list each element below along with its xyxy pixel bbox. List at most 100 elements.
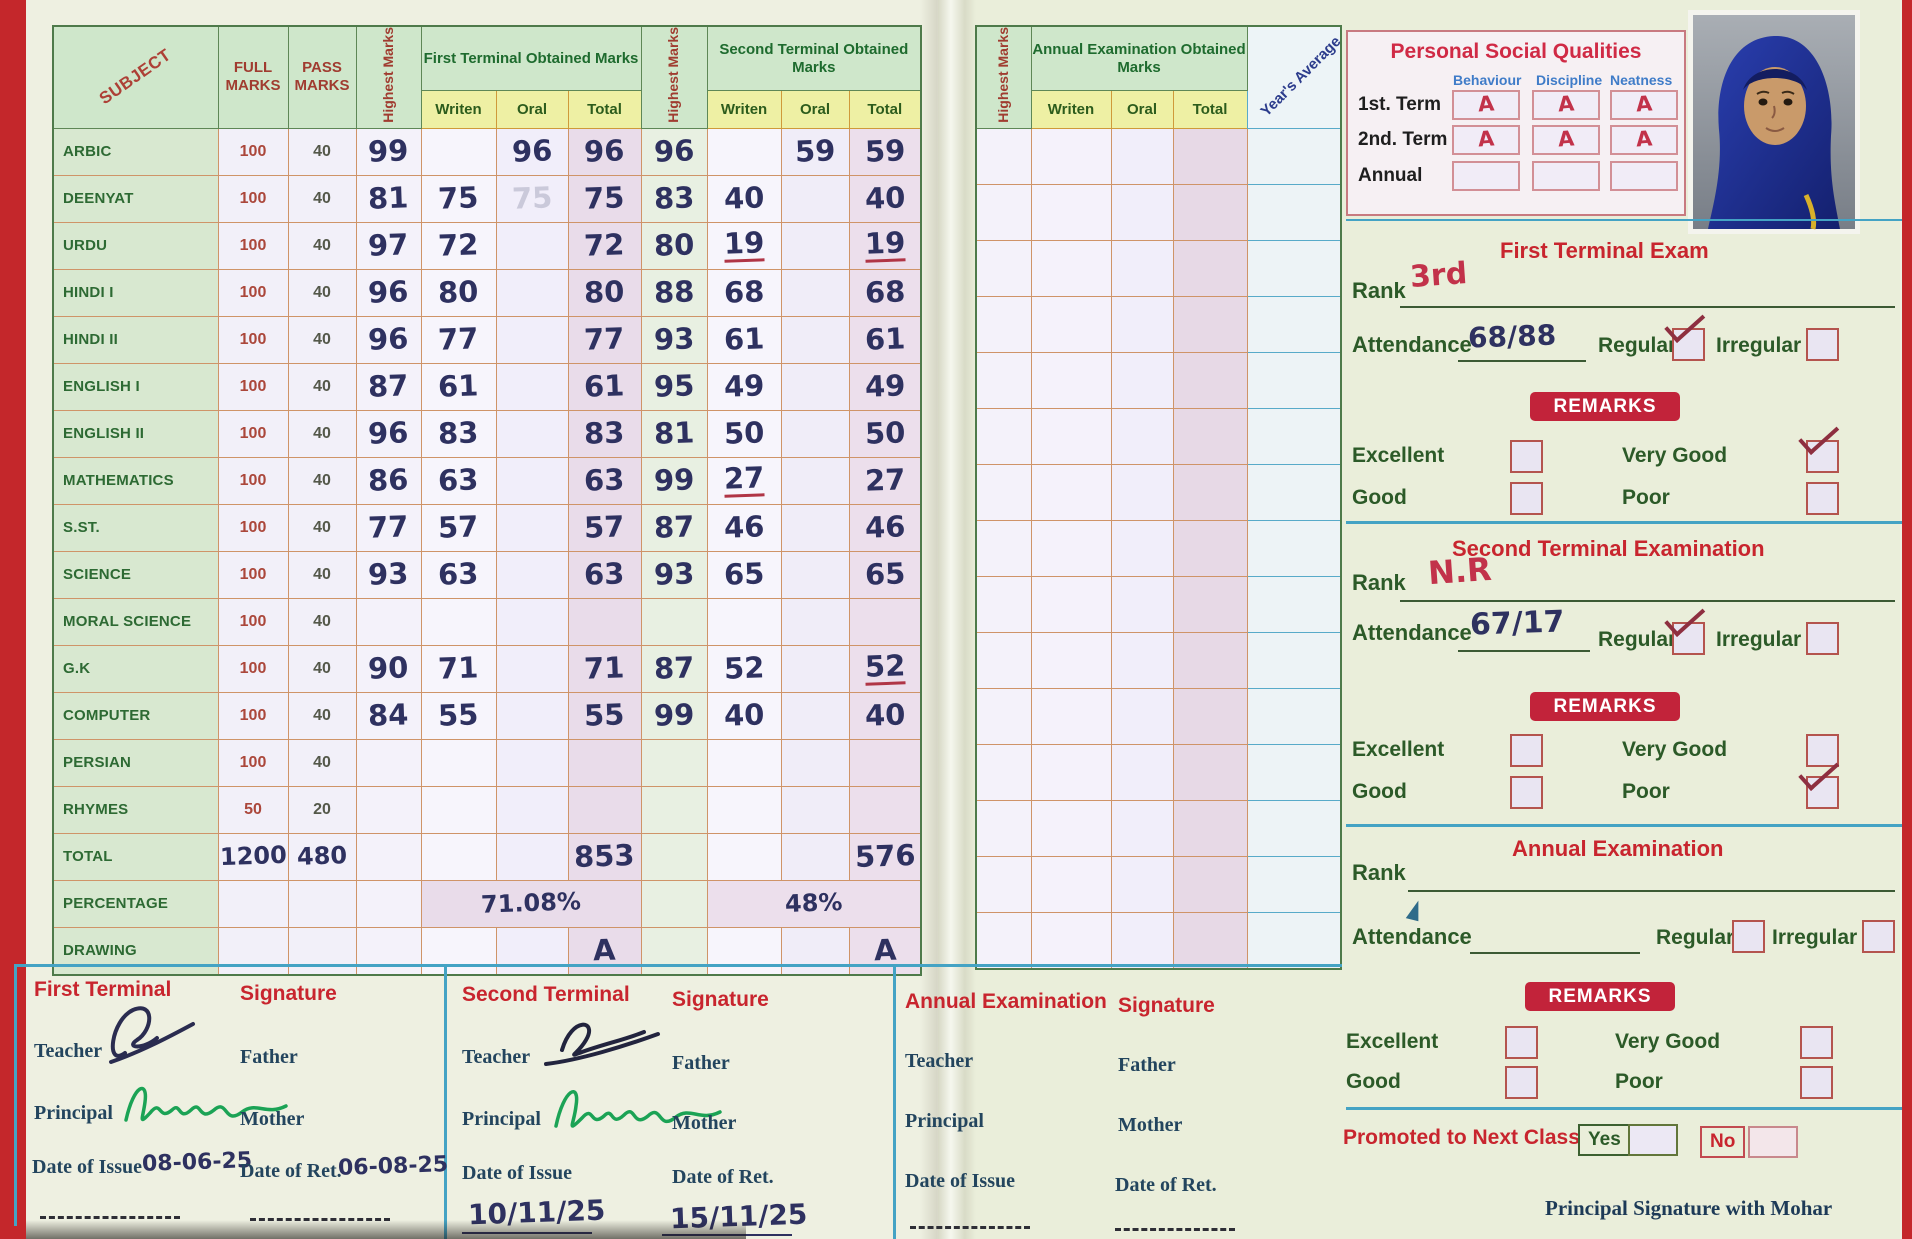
marks-cell: 77 xyxy=(355,503,422,552)
excellent-checkbox[interactable] xyxy=(1510,734,1543,767)
marks-cell xyxy=(495,315,569,364)
poor-checkbox[interactable] xyxy=(1806,776,1839,809)
personal-social-qualities-box: Personal Social Qualities Behaviour Disc… xyxy=(1346,30,1686,216)
regular-checkbox[interactable] xyxy=(1732,920,1765,953)
irregular-label: Irregular xyxy=(1716,628,1802,651)
date-of-issue-value[interactable]: 08-06-25 xyxy=(141,1148,253,1177)
poor-checkbox[interactable] xyxy=(1800,1066,1833,1099)
good-checkbox[interactable] xyxy=(1510,776,1543,809)
divider xyxy=(1346,824,1902,827)
bottom-divider-2 xyxy=(893,964,896,1239)
annual-cell xyxy=(1110,631,1174,689)
regular-checkbox[interactable] xyxy=(1672,622,1705,655)
psq-grade-box[interactable]: A xyxy=(1452,90,1520,120)
marks-cell: 61 xyxy=(567,362,642,411)
marks-cell: 99 xyxy=(640,456,708,505)
very-good-checkbox[interactable] xyxy=(1806,440,1839,473)
marks-cell: DEENYAT xyxy=(52,174,219,223)
marks-cell: 96 xyxy=(355,315,422,364)
scan-shadow xyxy=(26,1220,746,1239)
marks-cell: 72 xyxy=(420,221,497,270)
marks-cell: ENGLISH II xyxy=(52,409,219,458)
marks-cell xyxy=(495,691,569,740)
annual-cell xyxy=(1030,127,1112,185)
annual-cell xyxy=(1246,911,1342,970)
annual-cell xyxy=(1246,407,1342,465)
marks-cell xyxy=(355,879,422,928)
principal-label: Principal xyxy=(462,1108,541,1130)
block-title: Annual Examination xyxy=(905,990,1107,1013)
bottom-strip-border xyxy=(14,964,1342,967)
annual-cell xyxy=(1246,295,1342,353)
psq-grade-box[interactable] xyxy=(1610,161,1678,191)
marks-cell xyxy=(706,127,782,176)
date-of-ret-value[interactable]: 06-08-25 xyxy=(337,1152,449,1181)
rank-value[interactable]: 3rd xyxy=(1408,256,1469,295)
mother-label: Mother xyxy=(672,1112,737,1134)
psq-grade-box[interactable]: A xyxy=(1452,125,1520,155)
irregular-checkbox[interactable] xyxy=(1806,328,1839,361)
marks-cell: 100 xyxy=(217,644,289,693)
irregular-checkbox[interactable] xyxy=(1806,622,1839,655)
marks-cell xyxy=(355,832,422,881)
good-checkbox[interactable] xyxy=(1505,1066,1538,1099)
annual-cell xyxy=(1110,295,1174,353)
regular-label: Regular xyxy=(1598,334,1677,357)
remark-option-label: Very Good xyxy=(1622,444,1728,467)
marks-cell: 100 xyxy=(217,221,289,270)
annual-cell xyxy=(975,911,1032,970)
annual-cell xyxy=(1030,687,1112,745)
excellent-checkbox[interactable] xyxy=(1510,440,1543,473)
psq-grade-box[interactable]: A xyxy=(1610,125,1678,155)
annual-cell xyxy=(1110,575,1174,633)
marks-cell: 853 xyxy=(567,832,642,881)
poor-checkbox[interactable] xyxy=(1806,482,1839,515)
oral-subheader-1: Oral xyxy=(495,90,569,129)
remark-option-label: Very Good xyxy=(1615,1030,1721,1053)
marks-cell: 80 xyxy=(640,221,708,270)
irregular-checkbox[interactable] xyxy=(1862,920,1895,953)
marks-cell xyxy=(495,597,569,646)
attendance-line xyxy=(1470,952,1640,954)
marks-cell: G.K xyxy=(52,644,219,693)
marks-cell: 576 xyxy=(848,832,922,881)
marks-cell: 63 xyxy=(420,550,497,599)
psq-grade-box[interactable] xyxy=(1452,161,1520,191)
highest-marks-header-2: Highest Marks xyxy=(640,25,708,129)
yes-checkbox[interactable] xyxy=(1628,1124,1678,1156)
annual-cell xyxy=(1246,631,1342,689)
excellent-checkbox[interactable] xyxy=(1505,1026,1538,1059)
yes-label: Yes xyxy=(1578,1124,1631,1156)
marks-cell xyxy=(848,597,922,646)
very-good-checkbox[interactable] xyxy=(1800,1026,1833,1059)
pass-marks-header: PASS MARKS xyxy=(287,25,357,129)
marks-cell: 480 xyxy=(287,832,357,881)
marks-cell: 99 xyxy=(640,691,708,740)
marks-cell xyxy=(780,691,850,740)
marks-cell: 19 xyxy=(848,221,922,270)
psq-grade-box[interactable]: A xyxy=(1532,90,1600,120)
marks-cell xyxy=(495,644,569,693)
marks-cell: MORAL SCIENCE xyxy=(52,597,219,646)
marks-cell: 40 xyxy=(706,691,782,740)
marks-cell: 75 xyxy=(567,174,642,223)
no-checkbox[interactable] xyxy=(1748,1126,1798,1158)
good-checkbox[interactable] xyxy=(1510,482,1543,515)
attendance-value[interactable]: 68/88 xyxy=(1467,318,1557,355)
attendance-value[interactable]: 67/17 xyxy=(1469,604,1566,643)
regular-checkbox[interactable] xyxy=(1672,328,1705,361)
psq-grade-box[interactable]: A xyxy=(1610,90,1678,120)
marks-cell: 96 xyxy=(640,127,708,176)
psq-grade-box[interactable] xyxy=(1532,161,1600,191)
rank-value[interactable]: N.R xyxy=(1426,549,1493,593)
marks-cell: 20 xyxy=(287,785,357,834)
annual-cell xyxy=(1246,463,1342,521)
marks-cell: DRAWING xyxy=(52,926,219,976)
psq-grade-box[interactable]: A xyxy=(1532,125,1600,155)
marks-cell: 77 xyxy=(420,315,497,364)
marks-cell: 100 xyxy=(217,127,289,176)
annual-cell xyxy=(1030,239,1112,297)
marks-cell: 65 xyxy=(706,550,782,599)
annual-cell xyxy=(1172,911,1248,970)
section-title: First Terminal Exam xyxy=(1500,238,1709,263)
